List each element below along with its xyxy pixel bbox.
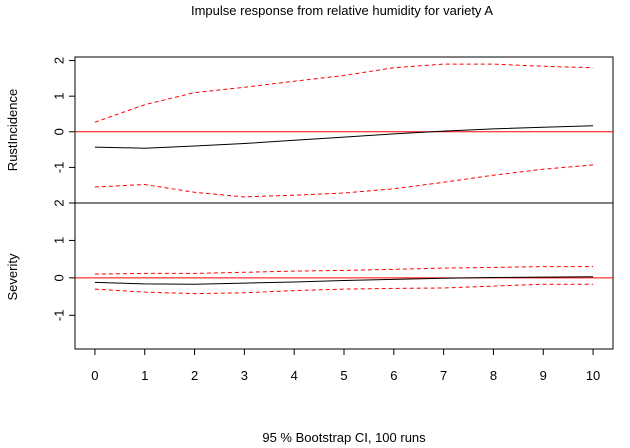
x-tick-label: 0	[91, 368, 98, 383]
x-tick-label: 2	[191, 368, 198, 383]
x-tick-label: 8	[490, 368, 497, 383]
x-tick-label: 5	[340, 368, 347, 383]
severity-ytick-label: 2	[52, 199, 67, 206]
rustincidence-ytick-label: -1	[52, 162, 67, 174]
x-tick-label: 10	[586, 368, 600, 383]
panel-rustincidence-frame	[74, 56, 614, 204]
rustincidence-ytick-label: 0	[52, 128, 67, 135]
rustincidence-ytick-label: 2	[52, 57, 67, 64]
rustincidence-response-line	[94, 125, 594, 149]
severity-ytick-label: 1	[52, 237, 67, 244]
panel-rustincidence-ylabel: RustIncidence	[5, 89, 20, 171]
x-tick-label: 7	[440, 368, 447, 383]
severity-lower-line	[94, 283, 594, 295]
rustincidence-ytick-label: 1	[52, 93, 67, 100]
x-axis: 0 1 2 3 4 5 6 7 8 9 10	[91, 348, 600, 383]
panel-rustincidence-plot: -1 0 1 2	[52, 57, 613, 198]
x-tick-label: 9	[540, 368, 547, 383]
rustincidence-upper-line	[94, 63, 594, 123]
x-axis-label: 95 % Bootstrap CI, 100 runs	[262, 430, 426, 445]
rustincidence-lower-line	[94, 164, 594, 198]
severity-ytick-label: 0	[52, 274, 67, 281]
panel-severity-plot: -1 0 1 2	[52, 199, 613, 321]
chart-title: Impulse response from relative humidity …	[191, 3, 493, 18]
panel-severity-frame	[74, 202, 614, 350]
severity-response-line	[94, 276, 594, 285]
severity-upper-line	[94, 266, 594, 275]
x-tick-label: 3	[241, 368, 248, 383]
severity-ytick-label: -1	[52, 310, 67, 322]
panel-rustincidence: RustIncidence -1 0 1 2	[5, 56, 614, 204]
x-tick-label: 6	[390, 368, 397, 383]
x-tick-label: 1	[141, 368, 148, 383]
panel-severity: Severity -1 0 1 2	[5, 199, 614, 350]
panel-severity-ylabel: Severity	[5, 253, 20, 300]
x-tick-label: 4	[291, 368, 298, 383]
